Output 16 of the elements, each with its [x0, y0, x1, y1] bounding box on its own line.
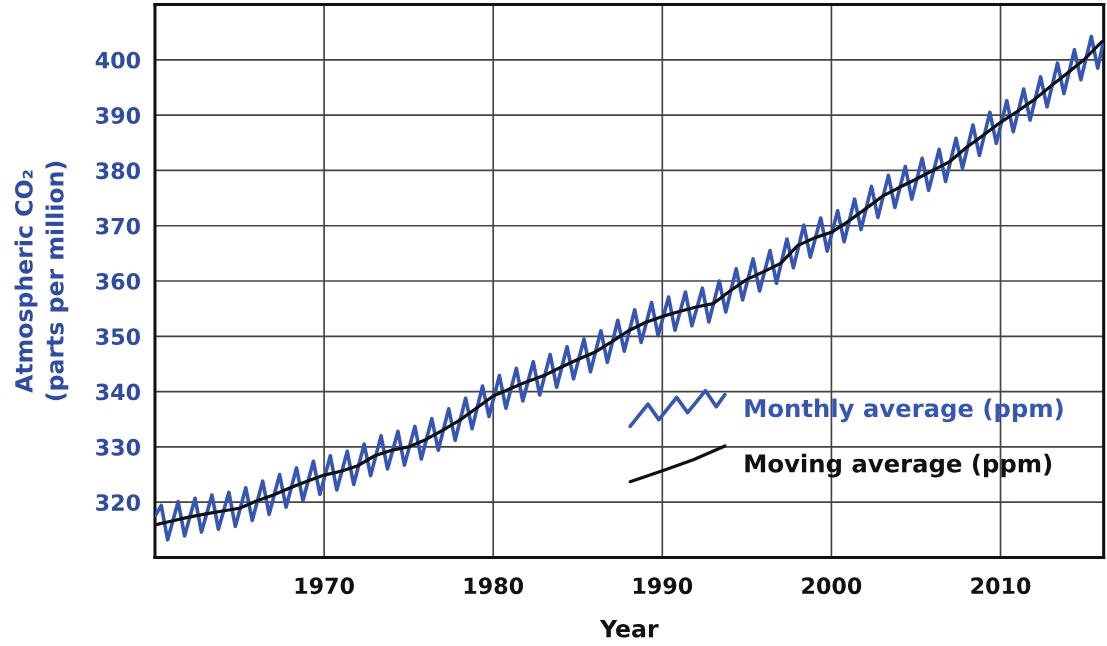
y-tick-label: 400	[95, 51, 141, 69]
y-tick-label: 350	[96, 328, 141, 346]
y-tick-label: 320	[96, 494, 141, 511]
x-axis-title: Year	[599, 620, 659, 638]
y-axis-title: Atmospheric CO₂ (parts per million)	[14, 161, 69, 401]
y-tick-label: 360	[96, 272, 141, 290]
y-tick-label: 340	[96, 383, 141, 401]
y-tick-label: 390	[96, 107, 141, 124]
x-tick-label: 1970	[295, 577, 354, 595]
x-tick-label: 1980	[464, 577, 524, 595]
y-tick-label: 370	[96, 217, 141, 235]
y-tick-label: 380	[96, 162, 141, 180]
x-tick-label: 1990	[633, 577, 693, 595]
x-tick-label: 2000	[802, 577, 862, 595]
x-tick-label: 2010	[971, 577, 1031, 595]
y-tick-label: 330	[96, 438, 141, 456]
